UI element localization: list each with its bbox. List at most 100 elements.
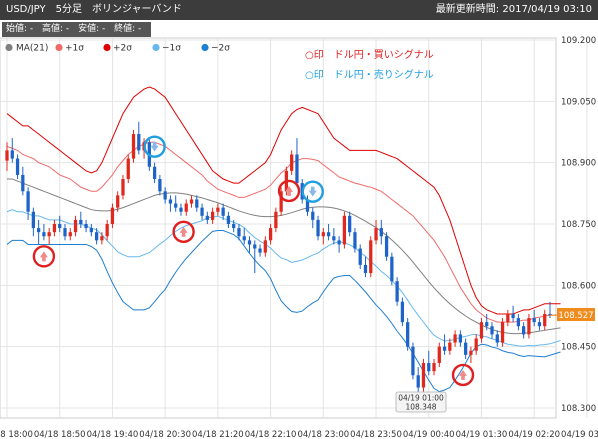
y-tick-label: 108.600 xyxy=(561,281,596,291)
last-updated: 最新更新時間: 2017/04/19 03:10 xyxy=(435,4,592,15)
candle-body xyxy=(363,264,368,274)
candle-body xyxy=(216,207,220,212)
candle-body xyxy=(479,322,484,339)
tooltip-price: 108.348 xyxy=(405,403,436,412)
candle-body xyxy=(210,211,215,220)
candle-body xyxy=(506,313,510,323)
candle-body xyxy=(395,281,399,302)
sell-signal-legend: ○印 ドル円・売りシグナル xyxy=(305,68,434,81)
buy-signal-legend: ○印 ドル円・買いシグナル xyxy=(305,48,434,61)
candle-body xyxy=(522,326,526,335)
buy-signal-ring xyxy=(277,179,301,203)
candle-body xyxy=(58,224,62,229)
candle-body xyxy=(358,248,362,265)
candle-body xyxy=(464,342,468,355)
candle-body xyxy=(73,219,78,233)
candle-body xyxy=(437,346,441,364)
band-plus2-line xyxy=(6,86,561,315)
candle-body xyxy=(168,199,173,204)
candle-body xyxy=(305,199,310,212)
price-tag-value: 108.527 xyxy=(558,311,593,321)
candle-body xyxy=(42,232,46,237)
buy-signal-ring xyxy=(32,245,56,268)
x-tick-label: 04/18 20:30 xyxy=(139,430,191,439)
candle-body xyxy=(427,363,431,372)
price-tag-box xyxy=(557,308,595,321)
candle-body xyxy=(94,232,99,241)
candle-body xyxy=(221,207,225,216)
candle-body xyxy=(31,211,35,229)
candle-body xyxy=(179,207,183,212)
close-value: 終値: - xyxy=(114,24,142,34)
candle-body xyxy=(126,158,130,180)
candle-body xyxy=(532,318,536,323)
candle-body xyxy=(158,179,162,192)
sell-signal-ring xyxy=(301,180,324,203)
candle-body xyxy=(5,150,9,161)
candle-body xyxy=(79,219,83,224)
candle-body xyxy=(448,342,452,351)
x-tick-label: 04/19 01:30 xyxy=(456,430,508,439)
candle-body xyxy=(390,256,394,282)
candle-body xyxy=(411,346,415,376)
candle-body xyxy=(152,166,157,180)
candle-body xyxy=(490,326,494,335)
candle-body xyxy=(10,150,14,159)
candle-body xyxy=(316,219,320,237)
candle-body xyxy=(121,179,125,196)
low-value: 安値: - xyxy=(78,24,106,34)
candle-body xyxy=(268,228,273,241)
candle-body xyxy=(237,228,241,237)
candle-body xyxy=(47,232,51,237)
legend: MA(21) +1σ +2σ −1σ −2σ xyxy=(5,44,230,54)
up-arrow-icon-stem xyxy=(42,256,46,262)
legend-minus2: −2σ xyxy=(201,44,230,54)
legend-ma21: MA(21) xyxy=(5,44,48,54)
candle-body xyxy=(516,318,521,327)
legend-ma21-dot xyxy=(5,43,13,52)
candle-body xyxy=(421,363,426,388)
up-arrow-icon xyxy=(285,185,294,192)
y-tick-label: 108.450 xyxy=(561,343,596,353)
x-tick-label: 04/18 18:00 xyxy=(0,430,33,439)
down-arrow-icon-stem xyxy=(152,141,157,147)
x-tick-label: 04/19 03:10 xyxy=(561,430,598,439)
up-arrow-icon xyxy=(459,369,468,376)
candle-body xyxy=(453,334,457,343)
legend-plus2-dot xyxy=(103,43,111,52)
candle-body xyxy=(527,318,531,335)
band-minus2-line xyxy=(6,230,561,393)
high-value: 高値: - xyxy=(42,24,70,34)
x-tick-label: 04/18 21:20 xyxy=(192,430,244,439)
candle-body xyxy=(474,338,478,351)
y-tick-label: 108.900 xyxy=(561,159,596,169)
candle-body xyxy=(26,191,30,212)
candle-body xyxy=(189,199,194,204)
candle-body xyxy=(131,134,136,159)
sell-signal-marker xyxy=(143,135,166,158)
y-tick-label: 109.200 xyxy=(561,36,596,46)
candle-body xyxy=(337,240,341,245)
candle-body xyxy=(442,346,447,351)
x-tick-label: 04/19 00:40 xyxy=(403,430,455,439)
legend-minus1-label: −1σ xyxy=(162,44,181,54)
candle-body xyxy=(84,224,88,229)
candle-body xyxy=(342,215,347,245)
down-arrow-icon xyxy=(308,190,317,197)
candle-body xyxy=(89,228,93,233)
candle-body xyxy=(537,322,542,327)
candle-body xyxy=(543,313,547,327)
open-value: 始値: - xyxy=(6,24,34,34)
up-arrow-icon-stem xyxy=(181,231,186,237)
candle-body xyxy=(379,228,383,237)
buy-signal-marker xyxy=(277,179,301,203)
legend-minus2-label: −2σ xyxy=(211,44,230,54)
x-tick-label: 04/18 23:50 xyxy=(350,430,402,439)
title-bar: USD/JPY 5分足 ボリンジャーバンド 最新更新時間: 2017/04/19… xyxy=(0,0,598,20)
candle-body xyxy=(21,174,25,192)
candle-body xyxy=(326,232,331,237)
legend-plus1: +1σ xyxy=(55,44,84,54)
candle-body xyxy=(105,224,109,237)
band-plus1-line xyxy=(6,141,561,323)
